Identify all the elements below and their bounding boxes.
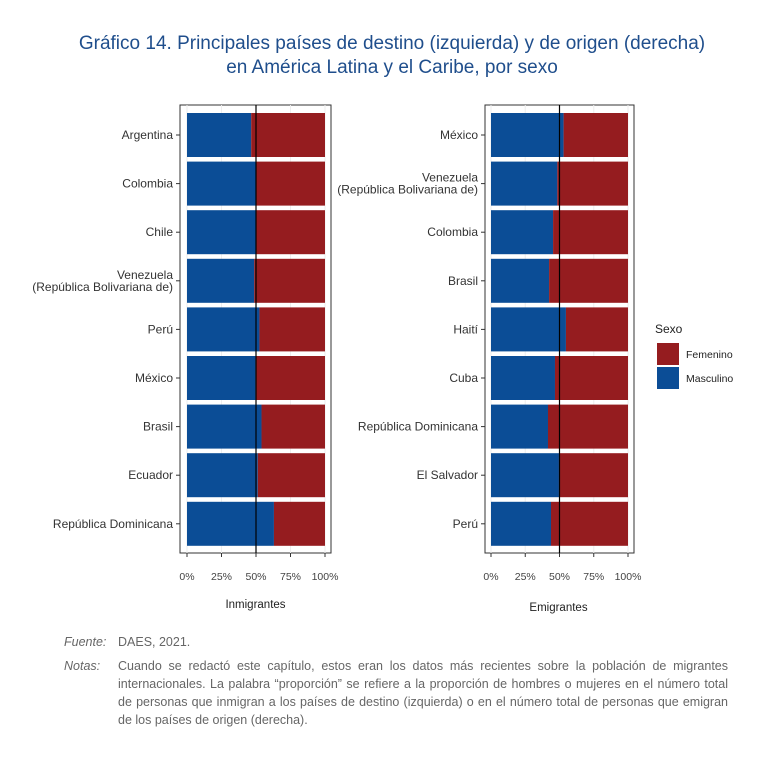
y-tick-label: Venezuela (422, 171, 478, 185)
y-tick-label: Cuba (449, 371, 478, 385)
bar-masculino (187, 210, 256, 255)
bar-femenino (256, 210, 325, 255)
panel-inmigrantes: 0% 25% 50% 75% 100% Argentina Colombia Chile Ven… (32, 104, 339, 611)
x-tick-label: 25% (211, 571, 232, 583)
chart-title: Gráfico 14. Principales países de destin… (0, 32, 784, 80)
bar-femenino (256, 161, 325, 206)
legend-swatch-masculino (657, 367, 679, 389)
y-tick-label: (República Bolivariana de) (32, 280, 173, 294)
x-tick-label: 0% (483, 571, 498, 583)
x-tick-label: 25% (515, 571, 536, 583)
chart-area: 0% 25% 50% 75% 100% Argentina Colombia Chile Ven… (32, 104, 733, 614)
bar-femenino (255, 356, 325, 400)
legend-label: Femenino (686, 349, 733, 361)
bar-masculino (491, 161, 558, 206)
bar-femenino (565, 307, 628, 352)
x-axis-label: Emigrantes (529, 602, 587, 614)
x-axis-label: Inmigrantes (225, 599, 285, 611)
bar-masculino (491, 501, 552, 546)
bar-masculino (187, 404, 262, 449)
bar-masculino (187, 161, 256, 206)
y-tick-label: El Salvador (417, 468, 478, 482)
y-tick-label: Colombia (427, 225, 478, 239)
y-tick-label: Brasil (143, 420, 173, 434)
legend-swatch-femenino (657, 343, 679, 365)
bar-masculino (491, 453, 559, 498)
bar-masculino (491, 404, 548, 449)
x-tick-label: 50% (549, 571, 570, 583)
y-tick-label: México (135, 371, 173, 385)
title-line-1: Gráfico 14. Principales países de destin… (78, 33, 706, 54)
bar-femenino (261, 404, 325, 449)
bar-masculino (187, 501, 274, 546)
x-tick-label: 100% (615, 571, 642, 583)
bar-femenino (547, 404, 628, 449)
bar-femenino (549, 258, 628, 303)
bar-femenino (558, 453, 628, 498)
bar-masculino (491, 113, 564, 157)
x-tick-label: 75% (280, 571, 301, 583)
x-tick-label: 75% (583, 571, 604, 583)
notes-text: Cuando se redactó este capítulo, estos e… (118, 659, 728, 727)
bar-femenino (257, 453, 325, 498)
x-tick-label: 0% (179, 571, 194, 583)
panel-emigrantes: 0% 25% 50% 75% 100% México Venezuela(República… (337, 104, 642, 614)
y-tick-label: República Dominicana (53, 517, 173, 531)
bar-femenino (273, 501, 325, 546)
notes-label: Notas: (64, 659, 101, 673)
bar-masculino (187, 258, 255, 303)
x-tick-label: 50% (245, 571, 266, 583)
legend: Sexo Femenino Masculino (655, 322, 733, 389)
bar-masculino (187, 453, 258, 498)
y-tick-label: Brasil (448, 274, 478, 288)
bar-femenino (554, 356, 628, 400)
y-tick-label: Perú (148, 322, 173, 336)
source-text: DAES, 2021. (118, 635, 191, 649)
bar-femenino (557, 161, 628, 206)
bar-masculino (187, 113, 252, 157)
y-tick-label: (República Bolivariana de) (337, 183, 478, 197)
bar-masculino (491, 210, 554, 255)
y-tick-label: Argentina (122, 128, 174, 142)
bar-femenino (553, 210, 628, 255)
bar-masculino (187, 356, 256, 400)
y-tick-label: México (440, 128, 478, 142)
title-line-2: en América Latina y el Caribe, por sexo (226, 57, 558, 78)
y-tick-label: Colombia (122, 177, 173, 191)
y-tick-label: Haití (453, 322, 478, 336)
bar-femenino (259, 307, 325, 352)
y-tick-label: Perú (453, 517, 478, 531)
bar-masculino (491, 356, 555, 400)
y-tick-label: Chile (146, 225, 174, 239)
bar-femenino (563, 113, 628, 157)
y-tick-label: Ecuador (128, 468, 173, 482)
legend-title: Sexo (655, 322, 683, 336)
bar-masculino (491, 307, 566, 352)
x-tick-label: 100% (312, 571, 339, 583)
y-tick-label: República Dominicana (358, 420, 478, 434)
bar-femenino (551, 501, 628, 546)
legend-label: Masculino (686, 373, 733, 385)
bar-femenino (254, 258, 325, 303)
bar-masculino (187, 307, 260, 352)
bar-masculino (491, 258, 550, 303)
bar-femenino (251, 113, 325, 157)
source-label: Fuente: (64, 635, 107, 649)
y-tick-label: Venezuela (117, 268, 173, 282)
